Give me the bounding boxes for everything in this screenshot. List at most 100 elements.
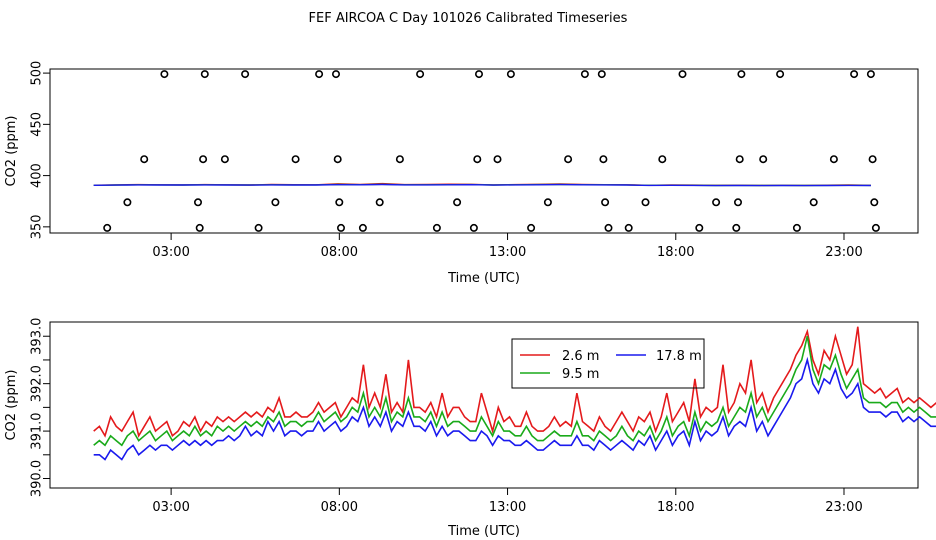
top-scatter-point [599,155,608,164]
top-xtick-label: 03:00 [152,245,189,260]
bottom-y-axis: 390.0 391.0 392.0 393.0 [30,318,50,497]
top-scatter-point [712,198,721,207]
top-scatter-point [395,155,404,164]
bottom-panel: 03:00 08:00 13:00 18:00 23:00 390.0 391.0 392.… [4,318,936,539]
top-scatter-point [866,70,875,79]
top-y-label: CO2 (ppm) [4,115,19,186]
top-xtick-label: 08:00 [321,245,358,260]
top-scatter-point [850,70,859,79]
top-xtick-label: 18:00 [657,245,694,260]
top-scatter-point [601,198,610,207]
top-scatter-point [735,155,744,164]
top-scatter-point [432,223,441,232]
bottom-series-line-17-8-m [93,356,936,461]
top-scatter-point [678,70,687,79]
top-scatter-point [140,155,149,164]
bottom-x-label: Time (UTC) [447,524,520,539]
top-scatter-point [624,223,633,232]
bottom-y-label: CO2 (ppm) [4,369,19,440]
top-scatter-point [733,198,742,207]
top-ytick-label: 350 [30,214,45,239]
top-scatter-point [160,70,169,79]
bottom-series-line-2-6-m [93,326,936,438]
top-scatter-point [358,223,367,232]
top-scatter-point [597,70,606,79]
bottom-xtick-label: 03:00 [152,500,189,515]
top-scatter-point [809,198,818,207]
bottom-xtick-label: 08:00 [321,500,358,515]
top-scatter-point [254,223,263,232]
top-scatter-point [195,223,204,232]
top-scatter-point [868,155,877,164]
top-plot-frame [49,68,919,234]
top-scatter-point [335,198,344,207]
top-scatter-point [737,70,746,79]
top-scatter-point [416,70,425,79]
top-scatter-point [658,155,667,164]
top-scatter-point [493,155,502,164]
bottom-plot-frame [49,321,919,489]
bottom-series-layer [93,326,936,461]
top-x-axis: 03:00 08:00 13:00 18:00 23:00 [152,233,863,260]
top-panel: 03:00 08:00 13:00 18:00 23:00 350 400 450 500 T… [4,61,919,286]
top-y-axis: 350 400 450 500 [30,61,50,239]
bottom-ytick-label: 390.0 [30,460,45,497]
top-scatter-point [641,198,650,207]
legend-label-9-5m: 9.5 m [562,367,599,382]
bottom-series-line-9-5-m [93,336,936,447]
legend-label-17-8m: 17.8 m [656,349,702,364]
top-series-line-17-8-m [93,183,871,187]
top-scatter-point [375,198,384,207]
top-scatter-point [776,70,785,79]
top-scatter-point [792,223,801,232]
top-xtick-label: 13:00 [489,245,526,260]
top-scatter-point [829,155,838,164]
top-scatter-point [103,223,112,232]
top-scatter-point [506,70,515,79]
top-scatter-point [473,155,482,164]
top-scatter-point [199,155,208,164]
top-scatter-point [564,155,573,164]
bottom-xtick-label: 18:00 [657,500,694,515]
figure-title: FEF AIRCOA C Day 101026 Calibrated Times… [309,11,628,26]
legend: 2.6 m 9.5 m 17.8 m [511,338,705,389]
top-xtick-label: 23:00 [825,245,862,260]
top-scatter-point [220,155,229,164]
top-points-layer [103,70,880,232]
top-scatter-point [871,223,880,232]
top-scatter-point [333,155,342,164]
top-x-label: Time (UTC) [447,271,520,286]
top-scatter-point [271,198,280,207]
top-scatter-point [474,70,483,79]
top-scatter-point [469,223,478,232]
top-scatter-point [241,70,250,79]
top-scatter-point [759,155,768,164]
bottom-ytick-label: 391.0 [30,412,45,449]
top-scatter-point [870,198,879,207]
top-scatter-point [123,198,132,207]
top-scatter-point [336,223,345,232]
top-scatter-point [194,198,203,207]
top-scatter-point [315,70,324,79]
top-scatter-point [527,223,536,232]
bottom-ytick-label: 392.0 [30,365,45,402]
bottom-x-axis: 03:00 08:00 13:00 18:00 23:00 [152,488,863,515]
legend-box [511,338,705,389]
top-series-layer [93,182,871,187]
top-scatter-point [291,155,300,164]
bottom-ytick-label: 393.0 [30,318,45,355]
top-ytick-label: 400 [30,163,45,188]
top-scatter-point [543,198,552,207]
top-scatter-point [732,223,741,232]
top-scatter-point [453,198,462,207]
bottom-xtick-label: 23:00 [825,500,862,515]
top-scatter-point [695,223,704,232]
top-scatter-point [200,70,209,79]
bottom-xtick-label: 13:00 [489,500,526,515]
top-scatter-point [580,70,589,79]
top-ytick-label: 450 [30,112,45,137]
top-scatter-point [604,223,613,232]
top-ytick-label: 500 [30,61,45,86]
legend-label-2-6m: 2.6 m [562,349,599,364]
